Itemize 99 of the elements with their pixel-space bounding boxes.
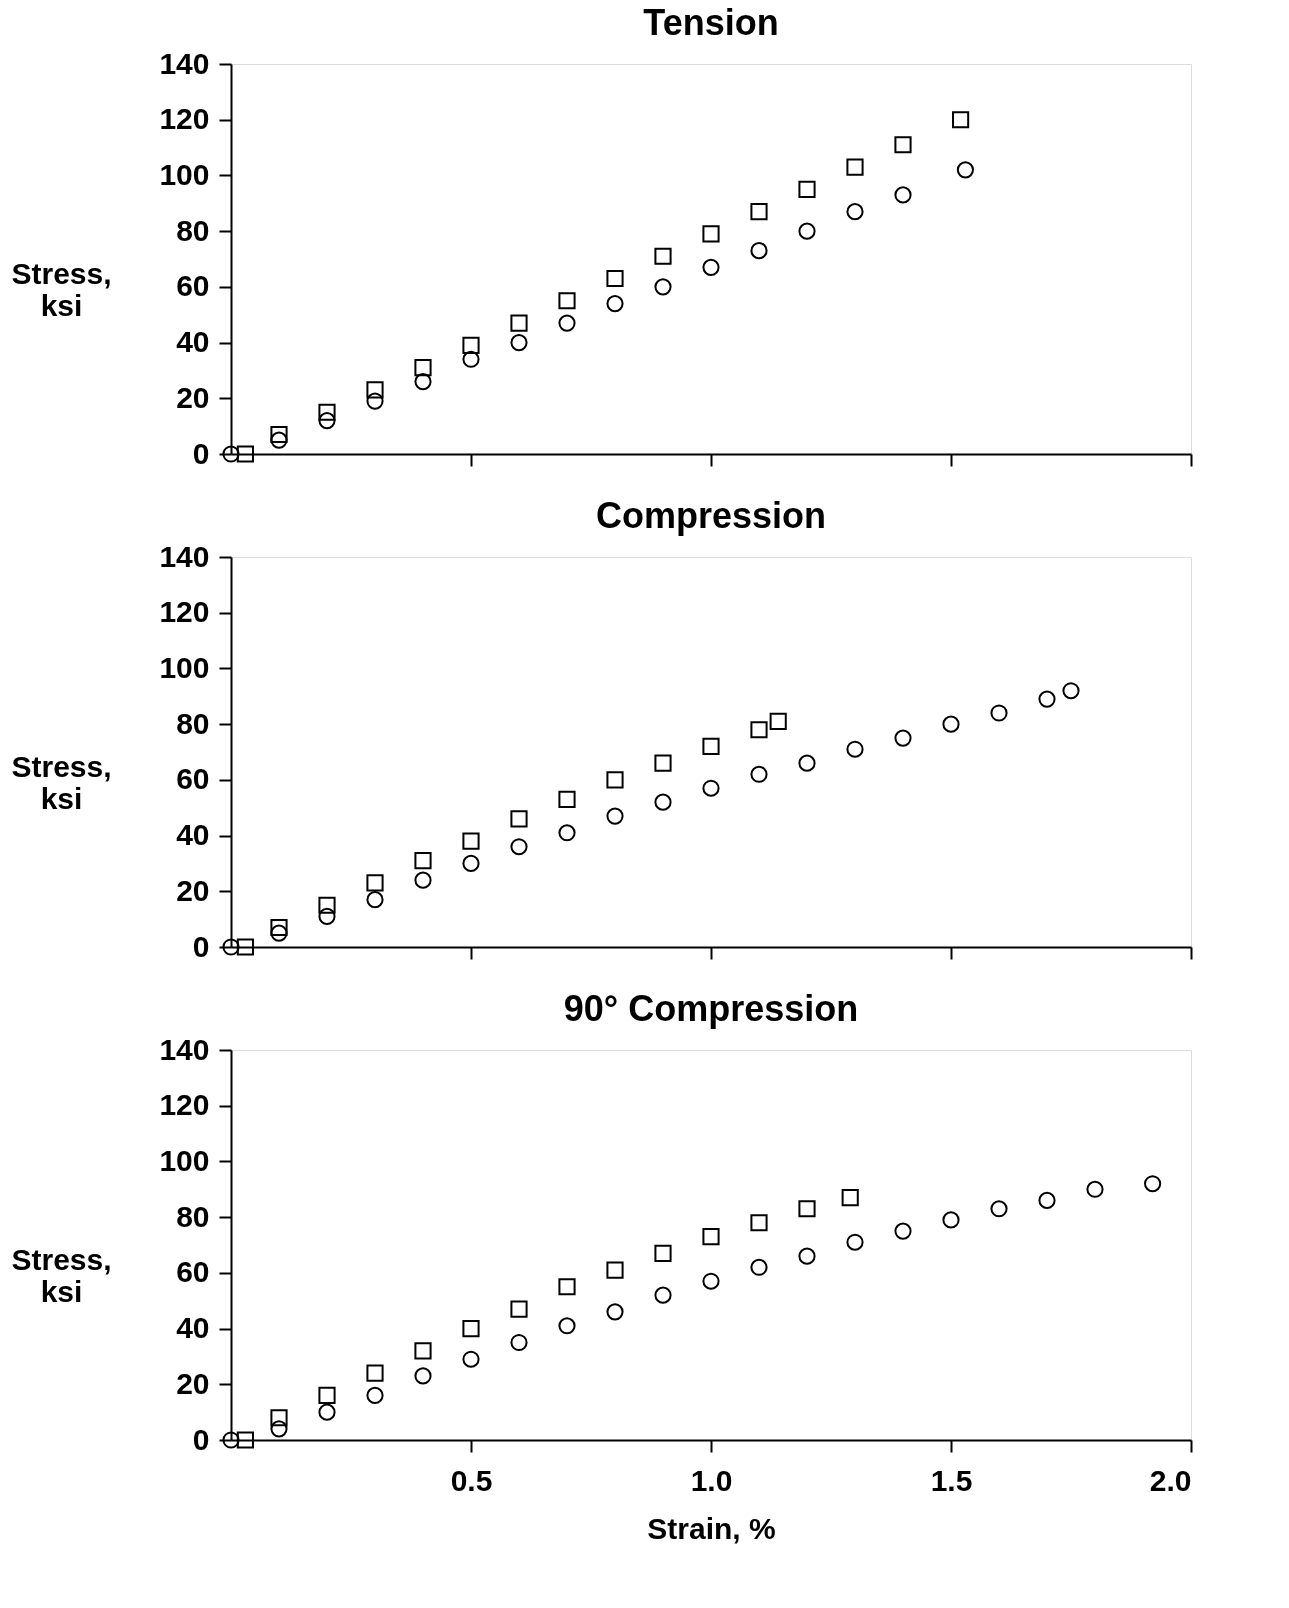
y-tick-label: 140 <box>159 46 210 80</box>
point <box>558 824 576 842</box>
point <box>846 158 864 176</box>
y-tick-label: 60 <box>176 762 210 796</box>
y-tick-label: 100 <box>159 157 210 191</box>
point <box>942 715 960 733</box>
point <box>414 359 432 377</box>
point <box>702 779 720 797</box>
chart-title: Compression <box>595 495 827 536</box>
y-axis-title: Stress, ksi <box>11 749 112 815</box>
point <box>318 412 336 430</box>
point <box>769 712 787 730</box>
point <box>222 938 240 956</box>
y-tick-label: 20 <box>176 873 210 907</box>
point <box>606 771 624 789</box>
point <box>510 334 528 352</box>
y-tick-label: 40 <box>176 1311 210 1345</box>
point <box>606 295 624 313</box>
point <box>558 314 576 332</box>
point <box>462 854 480 872</box>
y-axis-title: Stress, ksi <box>11 256 112 322</box>
point <box>798 754 816 772</box>
point <box>654 754 672 772</box>
point <box>462 336 480 354</box>
point <box>236 938 254 956</box>
chart-title: 90° Compression <box>563 988 859 1029</box>
x-tick-label: 1.0 <box>690 1463 733 1497</box>
point <box>952 111 970 129</box>
y-tick-label: 140 <box>159 539 210 573</box>
point <box>1038 690 1056 708</box>
point <box>510 810 528 828</box>
y-tick-label: 100 <box>159 650 210 684</box>
y-tick-label: 80 <box>176 706 210 740</box>
point <box>414 871 432 889</box>
point <box>462 832 480 850</box>
y-tick-label: 80 <box>176 213 210 247</box>
point <box>366 392 384 410</box>
point <box>798 180 816 198</box>
y-tick-label: 0 <box>192 436 210 470</box>
y-tick-label: 0 <box>192 1422 210 1456</box>
point <box>1062 682 1080 700</box>
point <box>318 403 336 421</box>
point <box>894 186 912 204</box>
y-tick-label: 40 <box>176 818 210 852</box>
y-tick-label: 120 <box>159 1088 210 1122</box>
point <box>894 136 912 154</box>
point <box>702 258 720 276</box>
point <box>270 924 288 942</box>
point <box>750 721 768 739</box>
point <box>654 247 672 265</box>
point <box>414 852 432 870</box>
y-tick-label: 100 <box>159 1143 210 1177</box>
y-axis-title: Stress, ksi <box>11 1242 112 1308</box>
point <box>270 431 288 449</box>
point <box>654 793 672 811</box>
x-tick-label: 1.5 <box>930 1463 973 1497</box>
point <box>846 203 864 221</box>
chart-title: Tension <box>643 2 779 43</box>
point <box>606 807 624 825</box>
point <box>606 269 624 288</box>
point <box>558 292 576 310</box>
y-tick-label: 140 <box>159 1032 210 1066</box>
y-tick-label: 20 <box>176 380 210 414</box>
y-tick-label: 120 <box>159 102 210 136</box>
y-tick-label: 120 <box>159 595 210 629</box>
point <box>750 765 768 783</box>
point <box>222 445 240 463</box>
point <box>318 896 336 914</box>
point <box>414 373 432 391</box>
point <box>654 278 672 296</box>
point <box>510 838 528 856</box>
x-tick-label: 2.0 <box>1149 1463 1192 1497</box>
point <box>558 790 576 808</box>
point <box>510 314 528 332</box>
point <box>270 425 288 444</box>
point <box>702 225 720 243</box>
point <box>270 918 288 937</box>
point <box>750 242 768 260</box>
y-tick-label: 0 <box>192 929 210 963</box>
point <box>798 222 816 240</box>
point <box>236 445 254 463</box>
point <box>318 907 336 925</box>
point <box>366 874 384 892</box>
point <box>366 891 384 909</box>
point <box>366 381 384 399</box>
point <box>846 740 864 758</box>
y-tick-label: 20 <box>176 1366 210 1400</box>
point <box>956 161 974 179</box>
x-axis-title: Strain, % <box>647 1511 776 1545</box>
point <box>990 704 1008 722</box>
x-tick-label: 0.5 <box>450 1463 493 1497</box>
point <box>750 203 768 221</box>
y-tick-label: 80 <box>176 1199 210 1233</box>
point <box>702 737 720 756</box>
y-tick-label: 60 <box>176 1255 210 1289</box>
point <box>462 350 480 368</box>
y-tick-label: 40 <box>176 325 210 359</box>
point <box>894 729 912 747</box>
y-tick-label: 60 <box>176 269 210 303</box>
